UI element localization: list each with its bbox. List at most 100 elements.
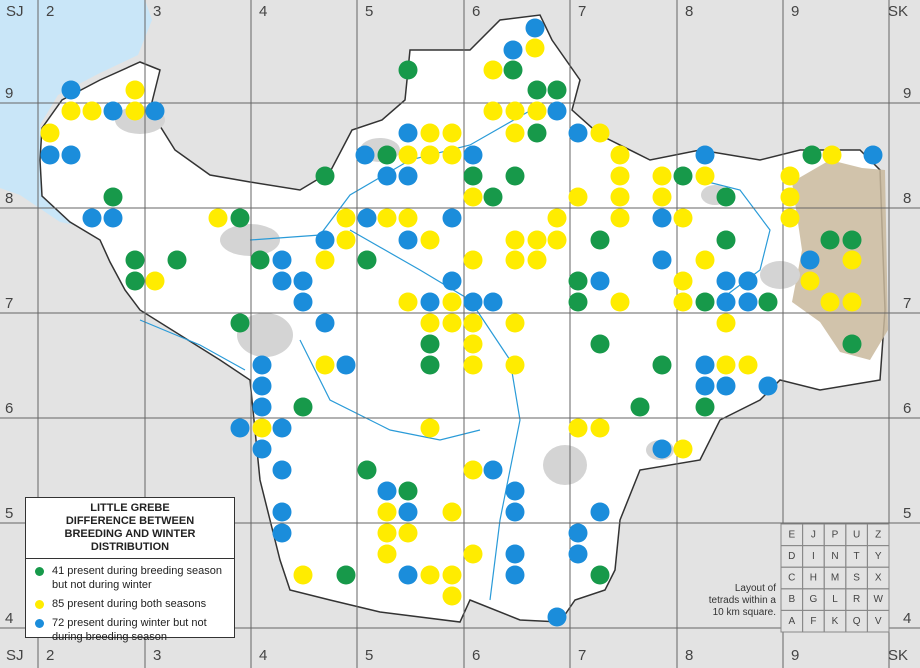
tetrad-dot xyxy=(547,230,567,250)
tetrad-cell xyxy=(866,609,890,633)
tetrad-dot xyxy=(527,80,547,100)
tetrad-dot xyxy=(568,544,588,564)
tetrad-dot xyxy=(695,397,715,417)
tetrad-dot xyxy=(568,123,588,143)
tetrad-dot xyxy=(780,166,800,186)
tetrad-dot xyxy=(568,418,588,438)
column-label: 5 xyxy=(365,647,373,664)
tetrad-dot xyxy=(505,355,525,375)
tetrad-dot xyxy=(420,355,440,375)
tetrad-dot xyxy=(377,145,397,165)
tetrad-dot xyxy=(652,208,672,228)
tetrad-dot xyxy=(568,271,588,291)
tetrad-dot xyxy=(525,18,545,38)
tetrad-dot xyxy=(590,502,610,522)
row-label: 6 xyxy=(5,400,13,417)
tetrad-dot xyxy=(652,250,672,270)
tetrad-dot xyxy=(630,397,650,417)
tetrad-dot xyxy=(442,271,462,291)
legend-item: 72 present during winter but not during … xyxy=(26,616,234,644)
peak-district xyxy=(792,160,888,360)
tetrad-dot xyxy=(61,145,81,165)
tetrad-dot xyxy=(463,460,483,480)
tetrad-dot xyxy=(505,544,525,564)
tetrad-dot xyxy=(673,439,693,459)
tetrad-dot xyxy=(652,166,672,186)
tetrad-dot xyxy=(293,565,313,585)
tetrad-dot xyxy=(652,439,672,459)
tetrad-letter: W xyxy=(873,594,883,605)
tetrad-dot xyxy=(420,565,440,585)
square-label: SK xyxy=(888,3,908,20)
tetrad-dot xyxy=(483,60,503,80)
tetrad-dot xyxy=(272,418,292,438)
row-label: 9 xyxy=(5,85,13,102)
tetrad-letter: E xyxy=(788,529,795,540)
legend-label: 72 present during winter but not during … xyxy=(52,617,207,643)
tetrad-dot xyxy=(673,208,693,228)
tetrad-dot xyxy=(420,313,440,333)
column-label: 6 xyxy=(472,3,480,20)
tetrad-dot xyxy=(377,208,397,228)
tetrad-dot xyxy=(505,123,525,143)
tetrad-dot xyxy=(272,460,292,480)
tetrad-dot xyxy=(398,166,418,186)
row-label: 7 xyxy=(903,295,911,312)
tetrad-dot xyxy=(398,123,418,143)
tetrad-dot xyxy=(527,123,547,143)
column-label: 9 xyxy=(791,647,799,664)
tetrad-dot xyxy=(125,101,145,121)
tetrad-dot xyxy=(673,271,693,291)
tetrad-dot xyxy=(252,397,272,417)
tetrad-dot xyxy=(125,250,145,270)
tetrad-dot xyxy=(610,145,630,165)
tetrad-dot xyxy=(780,187,800,207)
tetrad-dot xyxy=(505,250,525,270)
legend-title-line: LITTLE GREBE xyxy=(90,502,170,514)
tetrad-dot xyxy=(442,145,462,165)
tetrad-dot xyxy=(377,544,397,564)
tetrad-dot xyxy=(463,544,483,564)
tetrad-dot xyxy=(463,355,483,375)
legend-item: 85 present during both seasons xyxy=(26,597,234,611)
tetrad-dot xyxy=(357,460,377,480)
square-label: SK xyxy=(888,647,908,664)
tetrad-letter: P xyxy=(832,529,839,540)
tetrad-dot xyxy=(61,80,81,100)
tetrad-dot xyxy=(442,292,462,312)
tetrad-letter: F xyxy=(810,616,816,627)
square-label: SJ xyxy=(6,647,24,664)
tetrad-dot xyxy=(420,418,440,438)
tetrad-letter: J xyxy=(811,529,816,540)
column-label: 8 xyxy=(685,647,693,664)
tetrad-dot xyxy=(463,166,483,186)
column-label: 2 xyxy=(46,647,54,664)
tetrad-dot xyxy=(652,187,672,207)
tetrad-dot xyxy=(525,38,545,58)
tetrad-dot xyxy=(527,230,547,250)
tetrad-letter: B xyxy=(788,594,795,605)
tetrad-dot xyxy=(250,250,270,270)
tetrad-dot xyxy=(398,60,418,80)
tetrad-dot xyxy=(293,271,313,291)
row-label: 9 xyxy=(903,85,911,102)
row-label: 4 xyxy=(903,610,911,627)
tetrad-dot xyxy=(230,418,250,438)
tetrad-dot xyxy=(103,187,123,207)
tetrad-dot xyxy=(252,355,272,375)
tetrad-dot xyxy=(695,355,715,375)
tetrad-dot xyxy=(716,230,736,250)
tetrad-dot xyxy=(716,187,736,207)
legend-swatch xyxy=(35,600,44,609)
tetrad-dot xyxy=(442,565,462,585)
tetrad-dot xyxy=(610,187,630,207)
tetrad-dot xyxy=(40,145,60,165)
tetrad-dot xyxy=(738,355,758,375)
tetrad-dot xyxy=(758,292,778,312)
tetrad-dot xyxy=(442,208,462,228)
tetrad-dot xyxy=(863,145,883,165)
tetrad-dot xyxy=(272,523,292,543)
tetrad-dot xyxy=(82,208,102,228)
tetrad-dot xyxy=(820,230,840,250)
